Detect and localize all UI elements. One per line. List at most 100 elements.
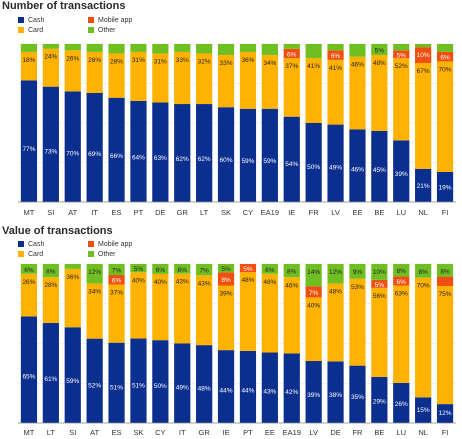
bar-segment-card: [283, 277, 300, 354]
bar-segment-card: [196, 53, 213, 105]
bar-segment-card: [371, 55, 388, 131]
legend-label-other: Other: [98, 27, 116, 34]
x-tick-label: LU: [396, 208, 406, 217]
bar-segment-card: [20, 51, 38, 81]
bar-segment-cash: [174, 104, 191, 202]
bar-segment-card: [283, 58, 300, 117]
bar-segment-cash: [130, 100, 147, 202]
bar-segment-card: [349, 278, 366, 366]
data-label: 19%: [439, 184, 452, 191]
bar-segment-other: [174, 44, 191, 52]
data-label: 10%: [417, 52, 430, 59]
x-tick-label: FI: [442, 208, 449, 217]
bar-group-lt: 61% 28% 8%: [42, 264, 59, 423]
bar-segment-cash: [130, 338, 147, 423]
bar-segment-card: [393, 285, 410, 383]
data-label: 24%: [44, 54, 57, 61]
data-label: 43%: [263, 388, 276, 395]
bar-segment-card: [261, 273, 278, 353]
data-label: 52%: [395, 63, 408, 70]
x-tick-label: IE: [288, 208, 295, 217]
bar-segment-cash: [261, 352, 278, 423]
bar-group-ee: 43% 48% 6%: [261, 264, 278, 423]
gridlines: [18, 263, 456, 424]
legend-swatch-card: [18, 27, 24, 33]
data-label: 48%: [329, 288, 342, 295]
data-label: 37%: [110, 289, 123, 296]
bar-group-it: 49% 43% 6%: [174, 264, 191, 423]
data-label: 43%: [198, 280, 211, 287]
data-label: 48%: [241, 277, 254, 284]
x-tick-label: IT: [91, 208, 98, 217]
data-label: 65%: [22, 373, 35, 380]
bar-segment-card: [196, 275, 213, 346]
data-label: 15%: [417, 407, 430, 414]
legend-item-cash: Cash: [18, 17, 44, 24]
x-tick-label: SK: [133, 428, 143, 437]
data-label: 5%: [375, 48, 385, 55]
x-tick-label: FR: [309, 208, 320, 217]
data-label: 37%: [285, 63, 298, 70]
data-label: 41%: [307, 63, 320, 70]
data-label: 6%: [265, 267, 275, 274]
bar-segment-mobile: [393, 276, 410, 286]
bar-group-fi: 19% 70% 6%: [436, 44, 454, 202]
bar-segment-cash: [152, 102, 169, 202]
bar-segment-other: [20, 44, 38, 52]
x-tick-label: LT: [47, 428, 56, 437]
bar-segment-cash: [327, 361, 344, 423]
bar-segment-other: [327, 264, 344, 284]
bar-segment-card: [152, 273, 169, 341]
data-label: 49%: [176, 385, 189, 392]
bar-segment-mobile: [393, 50, 410, 59]
legend-item-mobile-app: Mobile app: [88, 241, 132, 248]
bar-group-de: 38% 48% 12%: [327, 264, 344, 423]
chart-title: Number of transactions: [2, 0, 126, 12]
bar-segment-card: [239, 272, 257, 351]
x-tick-label: EA19: [261, 208, 279, 217]
bar-group-nl: 15% 70% 8%: [415, 264, 432, 423]
data-label: 36%: [241, 57, 254, 64]
chart-legend: Cash Card Mobile app Other: [18, 241, 178, 265]
bar-segment-other: [42, 44, 59, 49]
bar-segment-card: [415, 62, 432, 169]
data-label: 50%: [307, 164, 320, 171]
bar-group-pt: 44% 48% 5%: [239, 264, 257, 423]
data-label: 46%: [351, 62, 364, 69]
bar-segment-cash: [239, 350, 257, 423]
data-label: 62%: [176, 156, 189, 163]
x-tick-label: NL: [418, 428, 428, 437]
data-label: 6%: [440, 55, 450, 62]
bar-group-cy: 50% 40% 6%: [152, 264, 169, 423]
bar-segment-other: [239, 44, 257, 52]
bar-segment-card: [349, 56, 366, 130]
data-label: 49%: [329, 164, 342, 171]
bar-segment-mobile: [371, 279, 388, 288]
bar-segment-other: [64, 264, 81, 269]
bar-segment-other: [349, 44, 366, 57]
data-label: 7%: [309, 290, 319, 297]
bar-segment-cash: [174, 343, 191, 423]
data-label: 62%: [198, 156, 211, 163]
bar-segment-cash: [393, 140, 410, 202]
bar-segment-other: [196, 264, 213, 276]
data-label: 70%: [417, 283, 430, 290]
bar-segment-card: [64, 50, 81, 92]
data-label: 59%: [66, 378, 79, 385]
data-label: 8%: [221, 277, 231, 284]
data-label: 32%: [198, 58, 211, 65]
data-label: 18%: [22, 57, 35, 64]
data-label: 63%: [154, 155, 167, 162]
bar-group-pt: 64% 31%: [130, 44, 147, 202]
data-label: 35%: [351, 394, 364, 401]
x-tick-label: LV: [309, 428, 318, 437]
bar-segment-other: [415, 44, 432, 48]
bar-group-ea19: 59% 34%: [261, 44, 278, 202]
bar-segment-mobile: [327, 50, 344, 60]
data-label: 5%: [397, 52, 407, 59]
bar-segment-other: [261, 44, 278, 56]
x-tick-label: IT: [179, 428, 186, 437]
data-label: 6%: [331, 53, 341, 60]
data-label: 6%: [397, 279, 407, 286]
bar-segment-other: [283, 264, 300, 278]
